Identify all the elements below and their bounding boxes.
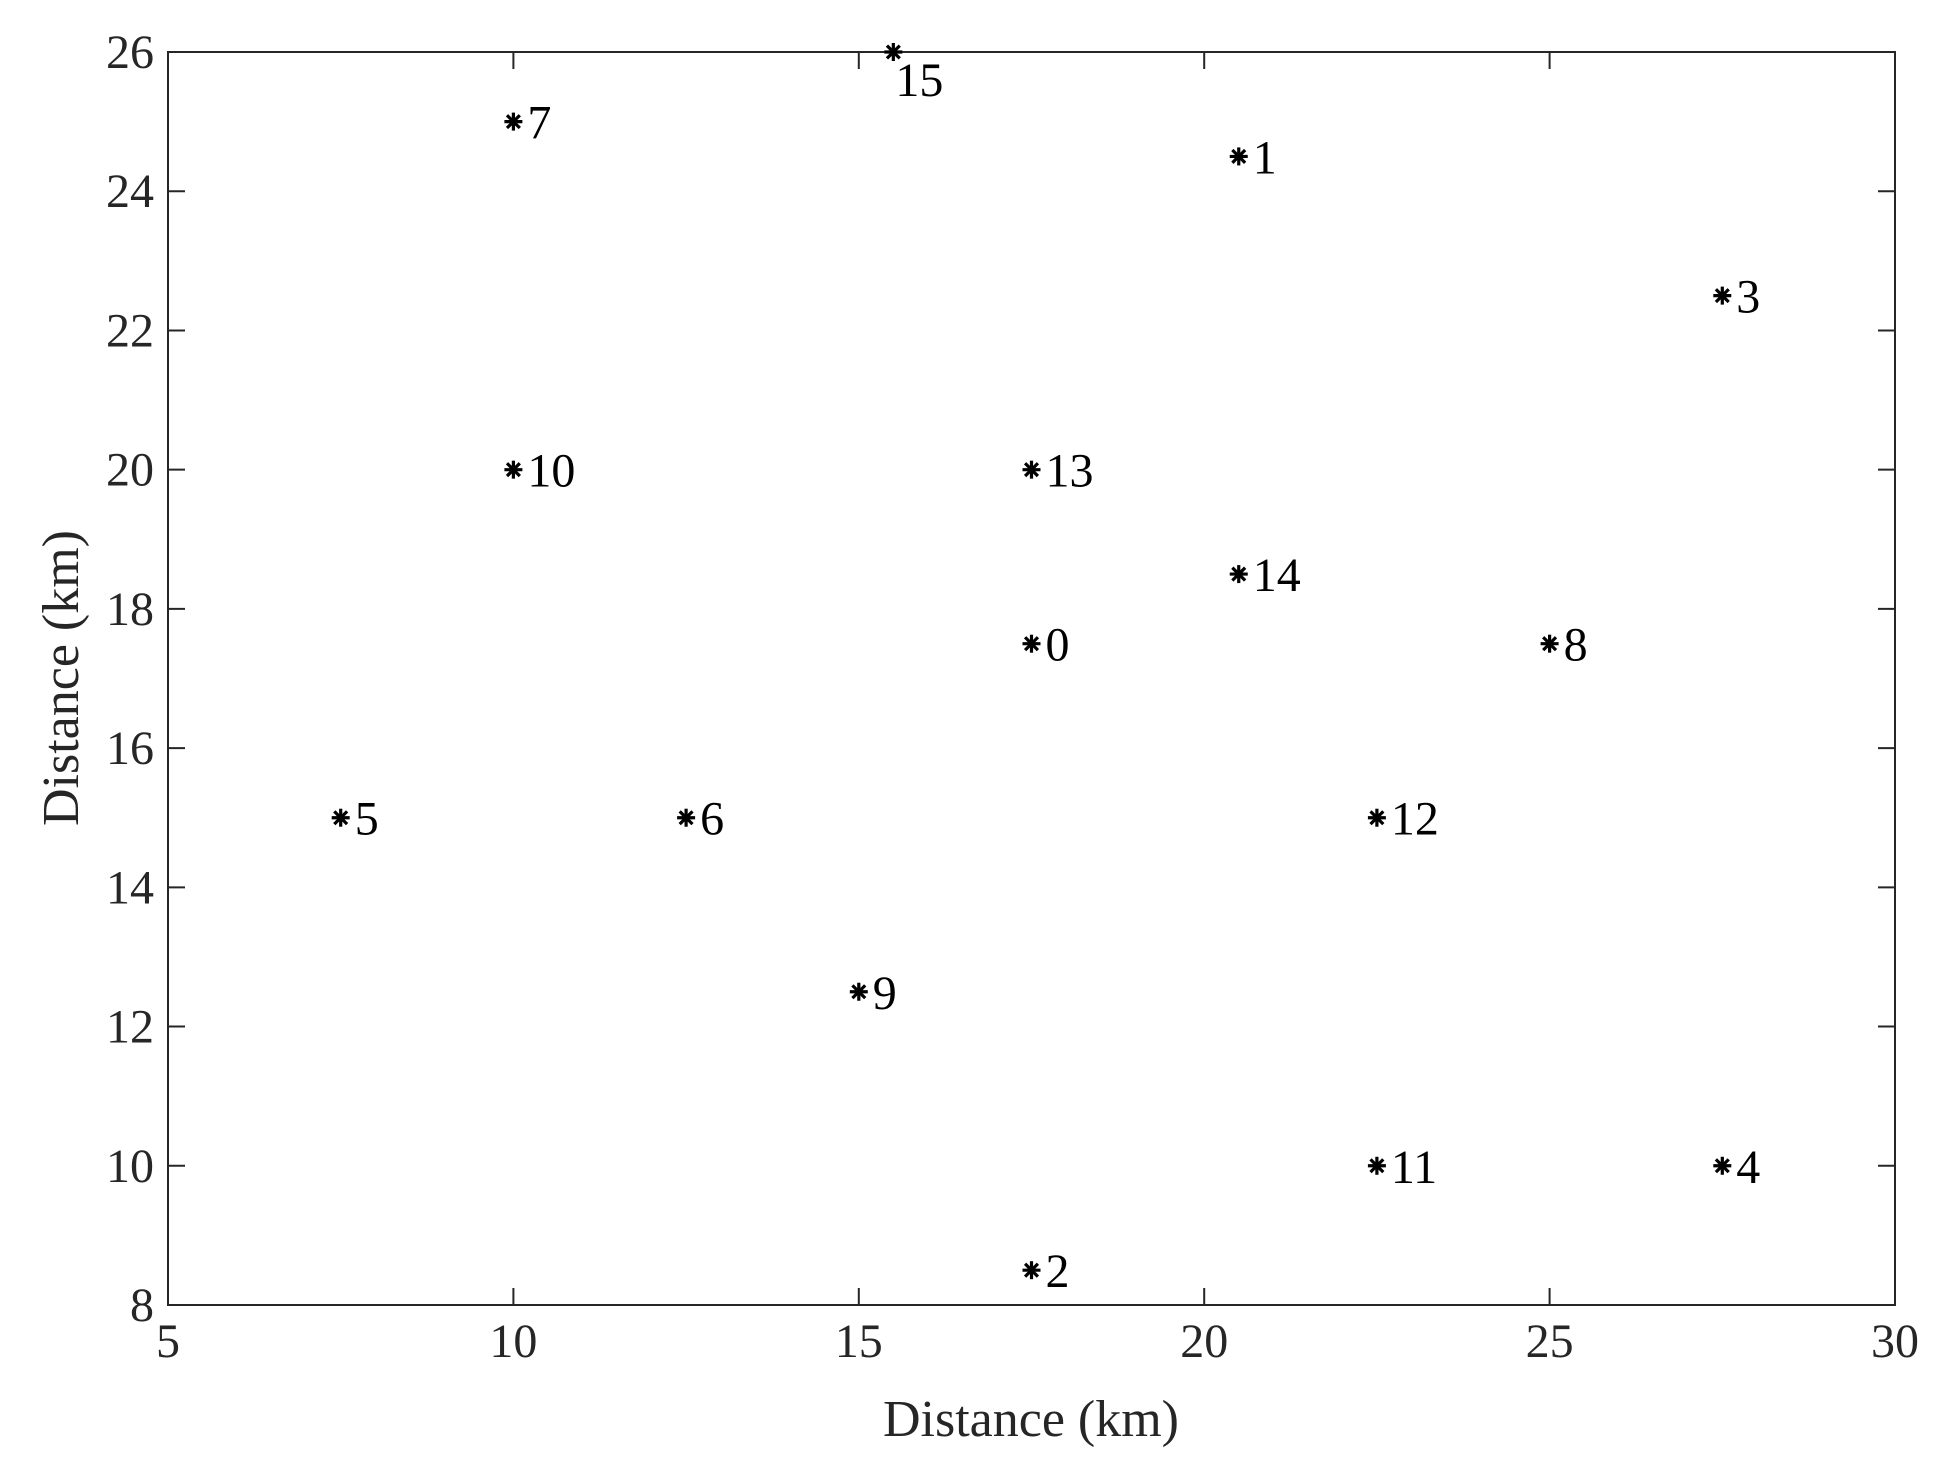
point-label: 11	[1391, 1141, 1437, 1194]
y-tick-label: 14	[106, 861, 154, 914]
y-tick-label: 24	[106, 165, 154, 218]
x-tick-label: 15	[835, 1315, 883, 1368]
point-label: 14	[1253, 549, 1301, 602]
x-tick-label: 20	[1180, 1315, 1228, 1368]
point-marker	[1367, 808, 1386, 827]
point-label: 9	[873, 967, 897, 1020]
point-marker	[1713, 1156, 1732, 1175]
y-axis-label: Distance (km)	[33, 530, 90, 826]
point-marker	[1229, 147, 1248, 166]
y-tick-label: 8	[130, 1279, 154, 1332]
point-marker	[1367, 1156, 1386, 1175]
y-tick-label: 12	[106, 1001, 154, 1054]
x-axis-ticks: 5 10 15 20 25 30	[156, 52, 1919, 1368]
point-label: 10	[527, 445, 575, 498]
point-marker	[1022, 460, 1041, 479]
point-label: 15	[895, 54, 943, 107]
y-tick-label: 10	[106, 1140, 154, 1193]
point-label: 2	[1046, 1245, 1070, 1298]
x-axis-label: Distance (km)	[883, 1391, 1179, 1448]
point-marker	[504, 460, 523, 479]
point-marker	[1022, 1261, 1041, 1280]
point-marker	[677, 808, 696, 827]
point-marker	[1540, 634, 1559, 653]
point-label: 13	[1046, 445, 1094, 498]
x-tick-label: 10	[489, 1315, 537, 1368]
point-marker	[504, 112, 523, 131]
x-tick-label: 25	[1526, 1315, 1574, 1368]
point-label: 4	[1736, 1141, 1760, 1194]
plot-area	[167, 51, 1896, 1306]
point-label: 5	[355, 793, 379, 846]
point-marker	[1022, 634, 1041, 653]
y-tick-label: 16	[106, 722, 154, 775]
y-tick-label: 18	[106, 583, 154, 636]
x-tick-label: 5	[156, 1315, 180, 1368]
x-tick-label: 30	[1871, 1315, 1919, 1368]
y-tick-label: 26	[106, 26, 154, 79]
point-label: 8	[1564, 619, 1588, 672]
point-marker	[849, 982, 868, 1001]
y-tick-label: 20	[106, 444, 154, 497]
point-label: 3	[1736, 271, 1760, 324]
point-marker	[1713, 286, 1732, 305]
point-marker	[884, 43, 903, 61]
point-label: 6	[700, 793, 724, 846]
point-marker	[331, 808, 350, 827]
point-label: 0	[1046, 619, 1070, 672]
point-label: 7	[527, 97, 551, 150]
point-label: 1	[1253, 131, 1277, 184]
point-label: 12	[1391, 793, 1439, 846]
point-marker	[1229, 565, 1248, 584]
y-tick-label: 22	[106, 304, 154, 357]
